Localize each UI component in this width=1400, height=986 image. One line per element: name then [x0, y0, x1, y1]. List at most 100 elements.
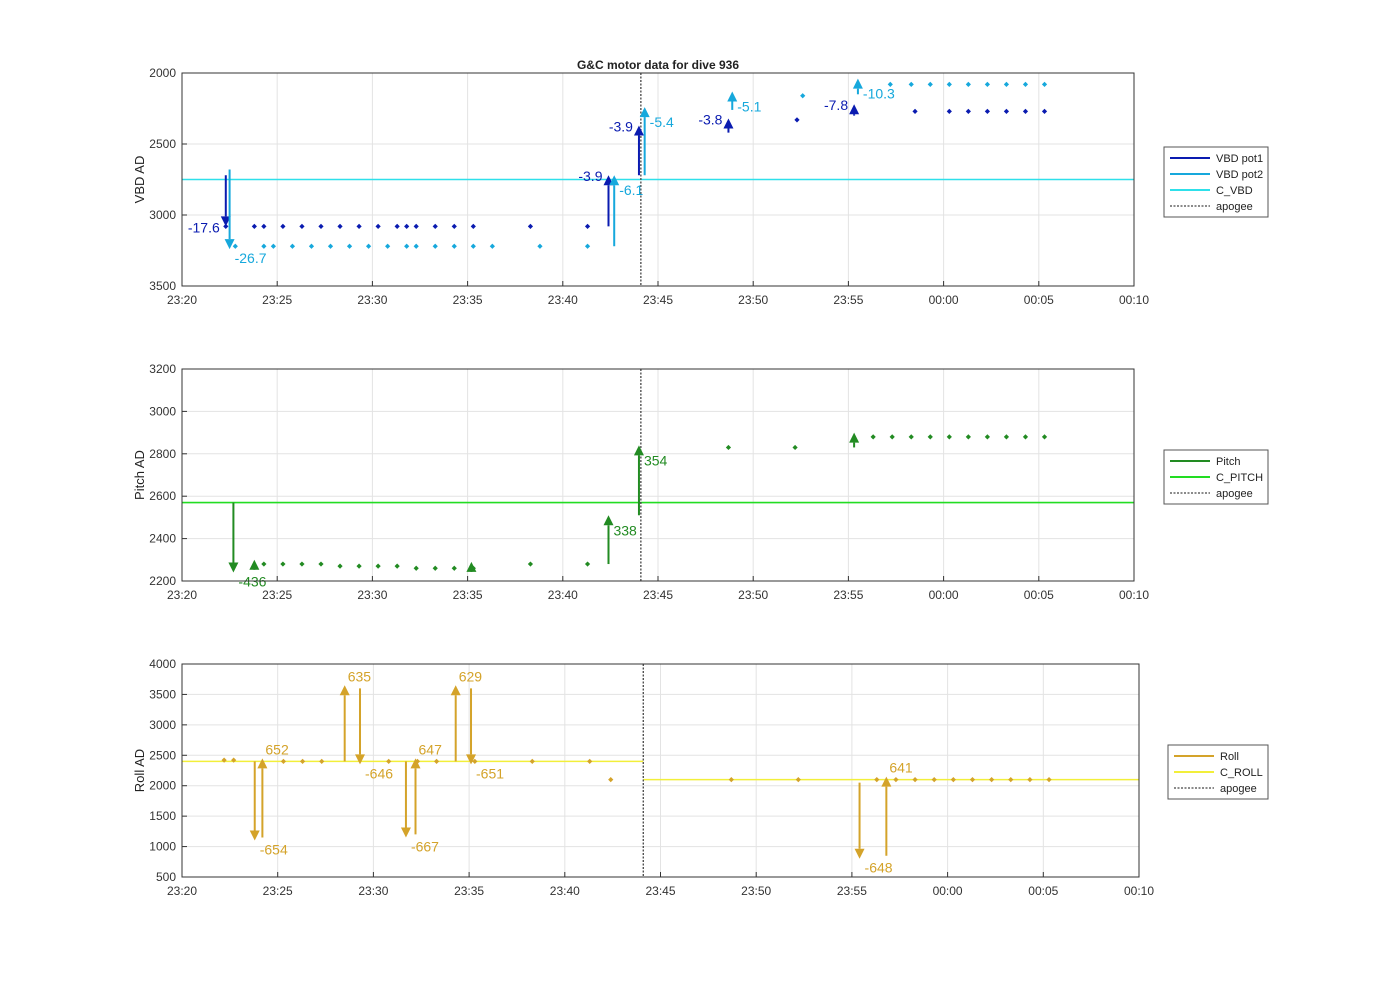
figure-title: G&C motor data for dive 936 — [577, 58, 739, 72]
data-point — [984, 108, 990, 114]
arrow-value-label: -10.3 — [863, 86, 895, 102]
legend-entry: C_PITCH — [1216, 472, 1263, 484]
data-point — [537, 243, 543, 249]
data-point — [432, 243, 438, 249]
arrow-value-label: 629 — [459, 668, 483, 684]
data-point — [870, 434, 876, 440]
data-point — [608, 777, 614, 783]
data-point — [337, 563, 343, 569]
arrow-head — [609, 175, 620, 186]
data-point — [413, 223, 419, 229]
data-point — [270, 243, 276, 249]
y-tick-label: 2200 — [149, 574, 176, 588]
data-point — [432, 565, 438, 571]
data-point — [887, 81, 893, 87]
arrow-value-label: -6.1 — [619, 182, 643, 198]
x-tick-label: 23:50 — [741, 884, 771, 898]
arrow-head — [633, 445, 644, 456]
data-point — [318, 223, 324, 229]
x-tick-label: 23:35 — [453, 588, 483, 602]
data-point — [950, 777, 956, 783]
x-tick-label: 23:25 — [262, 588, 292, 602]
x-tick-label: 00:10 — [1119, 293, 1149, 307]
data-point — [927, 81, 933, 87]
data-point — [908, 434, 914, 440]
data-point — [375, 223, 381, 229]
axes-frame — [181, 663, 1140, 878]
arrow-head — [450, 685, 461, 696]
data-point — [527, 223, 534, 229]
arrow-value-label: 647 — [419, 741, 443, 757]
data-point — [1022, 81, 1029, 87]
arrow-head — [466, 754, 477, 765]
x-tick-label: 23:30 — [357, 588, 387, 602]
y-tick-label: 4000 — [149, 657, 176, 671]
data-point — [299, 223, 305, 229]
legend-entry: apogee — [1216, 201, 1253, 213]
arrow-head — [249, 830, 260, 841]
data-point — [308, 243, 315, 249]
arrow-head — [220, 216, 231, 227]
data-point — [299, 561, 305, 567]
y-tick-label: 500 — [156, 870, 176, 884]
y-tick-label: 2000 — [149, 66, 176, 80]
arrow-value-label: -26.7 — [235, 250, 267, 266]
data-point — [451, 565, 457, 571]
data-point — [375, 563, 381, 569]
arrow-value-label: -646 — [365, 765, 393, 781]
data-point — [489, 243, 495, 249]
data-point — [394, 563, 400, 569]
data-point — [470, 223, 476, 229]
data-point — [1041, 81, 1048, 87]
data-point — [346, 243, 353, 249]
data-point — [232, 243, 238, 249]
data-point — [299, 758, 306, 764]
data-point — [231, 757, 237, 763]
arrow-head — [639, 107, 650, 118]
x-tick-label: 23:55 — [833, 588, 863, 602]
axes-frame — [181, 72, 1135, 287]
data-point — [404, 243, 410, 249]
data-point — [908, 81, 914, 87]
arrow-value-label: -3.9 — [578, 168, 602, 184]
data-point — [289, 243, 296, 249]
arrow-value-label: 641 — [889, 760, 913, 776]
y-tick-label: 3000 — [149, 404, 176, 418]
y-tick-label: 2500 — [149, 748, 176, 762]
x-tick-label: 00:10 — [1119, 588, 1149, 602]
data-point — [584, 223, 591, 229]
arrow-head — [249, 559, 260, 570]
y-tick-label: 2800 — [149, 447, 176, 461]
data-point — [356, 223, 362, 229]
data-point — [432, 223, 438, 229]
x-tick-label: 23:40 — [548, 588, 578, 602]
data-point — [794, 117, 800, 123]
data-point — [946, 81, 952, 87]
panel-1: 23:20 23:25 23:30 23:35 23:40 23:45 23:50 23:55… — [132, 66, 1269, 307]
data-point — [728, 777, 734, 783]
y-axis-label: Roll AD — [132, 749, 147, 792]
y-tick-label: 3000 — [149, 208, 176, 222]
arrow-head — [339, 685, 350, 696]
panel-3: 23:20 23:25 23:30 23:35 23:40 23:45 23:50 23:55… — [132, 657, 1269, 898]
arrow-head — [224, 239, 235, 250]
data-point — [587, 758, 593, 764]
data-point — [472, 758, 478, 764]
arrow-head — [603, 515, 614, 526]
y-tick-label: 1500 — [149, 809, 176, 823]
data-point — [946, 434, 952, 440]
y-tick-label: 2600 — [149, 489, 176, 503]
x-tick-label: 23:30 — [358, 884, 388, 898]
arrow-value-label: -3.8 — [698, 111, 722, 127]
arrow-head — [410, 758, 421, 769]
arrow-value-label: -648 — [865, 860, 893, 876]
x-tick-label: 23:45 — [645, 884, 675, 898]
data-point — [527, 561, 534, 567]
data-point — [1008, 777, 1014, 783]
data-point — [1003, 108, 1010, 114]
x-tick-label: 23:45 — [643, 588, 673, 602]
data-point — [1041, 108, 1048, 114]
x-tick-label: 23:30 — [357, 293, 387, 307]
data-point — [451, 223, 457, 229]
data-point — [529, 758, 535, 764]
